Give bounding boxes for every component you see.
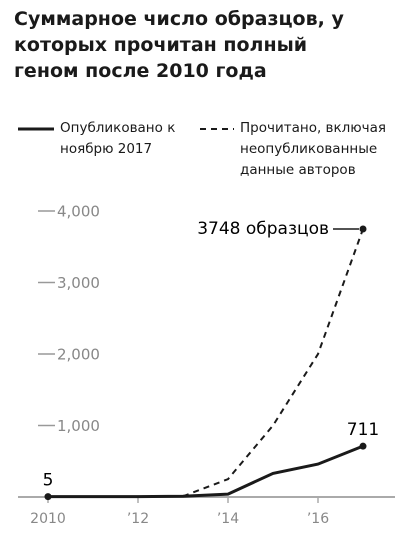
x-tick-label: 2010: [30, 511, 66, 527]
point: [359, 225, 367, 233]
x-tick-label: ’14: [217, 511, 239, 527]
y-tick-label: 3,000: [57, 274, 100, 292]
y-tick-label: 1,000: [57, 417, 100, 435]
chart-title: Суммарное число образцов, у которых проч…: [14, 8, 344, 82]
value-label: 5: [43, 471, 54, 491]
y-tick-label: 4,000: [57, 203, 100, 221]
legend-entry: Опубликовано к ноябрю 2017: [60, 120, 176, 157]
y-tick-label: 2,000: [57, 346, 100, 364]
value-label: 711: [347, 420, 379, 440]
value-label: 3748 образцов: [197, 219, 329, 239]
series-line: [182, 228, 364, 498]
point: [359, 442, 367, 450]
point: [44, 493, 52, 501]
x-tick-label: ’12: [127, 511, 149, 527]
series-line: [48, 444, 364, 499]
x-tick-label: ’16: [307, 511, 329, 527]
legend-entry: Прочитано, включая неопубликованные данн…: [240, 120, 387, 178]
